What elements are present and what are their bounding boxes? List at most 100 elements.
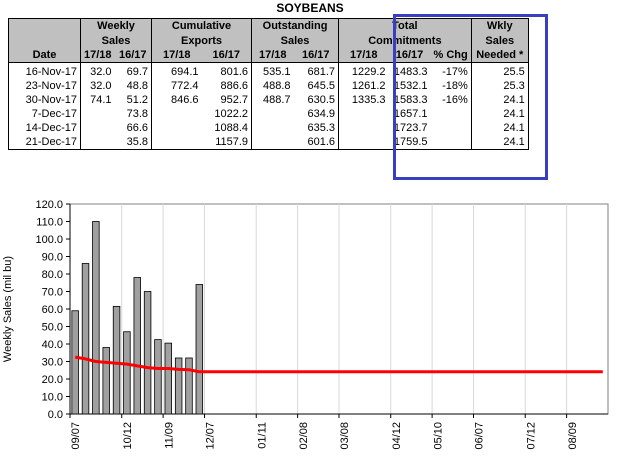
y-tick-label: 20.0	[42, 374, 63, 386]
cell-tc-b: 1723.7	[393, 122, 428, 134]
bar	[164, 342, 172, 415]
cell-ce-a	[151, 121, 202, 135]
y-tick-label: 60.0	[42, 304, 63, 316]
table-row: 30-Nov-17 74.1 51.2 846.6 952.7 488.7 630.5 133…	[8, 93, 529, 107]
header-outstanding-sales-2: Sales	[251, 34, 339, 48]
table-row: 7-Dec-17 73.8 1022.2 634.9 1657.1 24.1	[8, 107, 529, 121]
cell-need: 24.1	[470, 135, 529, 150]
cell-os-a: 488.7	[251, 93, 294, 107]
cell-ce-b: 1022.2	[214, 108, 249, 120]
cell-ws-b: 73.8	[126, 108, 149, 120]
cell-date: 7-Dec-17	[8, 107, 81, 121]
cell-os-b: 681.7	[307, 66, 336, 78]
header-wkly-sales-needed-1: Wkly	[470, 18, 529, 34]
bar	[154, 339, 162, 415]
table-row: 21-Dec-17 35.8 1157.9 601.6 1759.5 24.1	[8, 135, 529, 150]
cell-ws-a: 32.0	[79, 79, 115, 93]
cell-tc-a	[338, 107, 389, 121]
bar	[92, 221, 100, 415]
cell-os-b: 635.3	[307, 122, 336, 134]
subheader-cumulative-1718: 17/18	[151, 48, 202, 63]
weekly-sales-chart: 0.0 10.0 20.0 30.0 40.0 50.0 60.0 70.0 80.0 90.0 1…	[2, 199, 609, 450]
header-date-top	[8, 18, 81, 34]
x-tick-label: 09/07	[70, 422, 82, 450]
subheader-weekly-1617: 16/17	[114, 48, 152, 63]
bar	[123, 331, 131, 415]
x-tick-label: 02/08	[298, 422, 310, 450]
cell-ce-a: 694.1	[151, 62, 202, 79]
header-cumulative-exports-2: Exports	[151, 34, 252, 48]
header-outstanding-sales-1: Outstanding	[251, 18, 339, 34]
y-tick-label: 90.0	[42, 252, 63, 264]
cell-date: 14-Dec-17	[8, 121, 81, 135]
cell-ce-b: 1088.4	[214, 122, 249, 134]
header-cumulative-exports-1: Cumulative	[151, 18, 252, 34]
cell-need: 24.1	[470, 93, 529, 107]
cell-os-b: 645.5	[307, 80, 336, 92]
cell-chg: -16%	[442, 94, 468, 106]
header-total-commitments-2: Commitments	[338, 34, 472, 48]
y-axis-label: Weekly Sales (mil bu)	[2, 256, 14, 362]
table-row: 23-Nov-17 32.0 48.8 772.4 886.6 488.8 645.5 126…	[8, 79, 529, 93]
header-total-commitments-1: Total	[338, 18, 472, 34]
cell-os-b: 634.9	[307, 108, 336, 120]
cell-ws-a	[79, 107, 115, 121]
x-tick-label: 06/07	[474, 422, 486, 450]
x-tick-label: 11/09	[163, 422, 175, 449]
cell-tc-b: 1483.3	[393, 66, 428, 78]
cell-tc-a	[338, 135, 389, 150]
table-row: 14-Dec-17 66.6 1088.4 635.3 1723.7 24.1	[8, 121, 529, 135]
cell-ce-a: 846.6	[151, 93, 202, 107]
bar	[71, 310, 79, 415]
cell-tc-b: 1532.1	[393, 80, 428, 92]
x-tick-label: 05/10	[432, 422, 444, 450]
header-date-mid	[8, 34, 81, 48]
cell-date: 23-Nov-17	[8, 79, 81, 93]
cell-os-a: 488.8	[251, 79, 294, 93]
cell-tc-b: 1759.5	[388, 135, 431, 150]
cell-ws-b: 51.2	[126, 94, 149, 106]
y-tick-label: 0.0	[48, 409, 63, 421]
x-tick-label: 07/12	[525, 422, 537, 450]
cell-date: 16-Nov-17	[8, 62, 81, 79]
cell-tc-b: 1583.3	[393, 94, 428, 106]
bar	[195, 284, 204, 415]
cell-ws-a	[79, 121, 115, 135]
cell-ce-b: 886.6	[220, 80, 249, 92]
cell-need: 25.5	[470, 62, 529, 79]
subheader-cumulative-1617: 16/17	[201, 48, 252, 63]
x-tick-label: 04/12	[391, 422, 403, 450]
cell-date: 30-Nov-17	[8, 93, 81, 107]
sales-needed-line	[74, 355, 603, 374]
cell-os-a	[251, 121, 294, 135]
y-tick-label: 10.0	[42, 392, 63, 404]
subheader-outstanding-1617: 16/17	[293, 48, 339, 63]
cell-os-a: 535.1	[251, 62, 294, 79]
cell-ws-a	[79, 135, 115, 150]
bar	[174, 357, 183, 415]
cell-ws-b: 69.7	[126, 66, 149, 78]
cell-ws-a: 74.1	[79, 93, 115, 107]
cell-date: 21-Dec-17	[8, 135, 81, 150]
bar	[133, 277, 141, 415]
cell-os-a	[251, 135, 294, 150]
cell-need: 24.1	[470, 121, 529, 135]
bar	[112, 305, 121, 415]
cell-ws-b: 35.8	[114, 135, 152, 150]
table-row: 16-Nov-17 32.0 69.7 694.1 801.6 535.1 681.7 122…	[8, 62, 529, 79]
header-weekly-sales-1: Weekly	[79, 18, 152, 34]
cell-chg: -17%	[442, 66, 468, 78]
cell-tc-a: 1335.3	[338, 93, 389, 107]
cell-chg: -18%	[442, 80, 468, 92]
y-tick-label: 110.0	[36, 217, 63, 229]
y-tick-label: 50.0	[42, 322, 63, 334]
header-weekly-sales-2: Sales	[79, 34, 152, 48]
header-wkly-sales-needed-2: Sales	[470, 34, 529, 48]
y-tick-label: 40.0	[42, 339, 63, 351]
subheader-weekly-1718: 17/18	[79, 48, 115, 63]
x-tick-label: 10/12	[122, 422, 134, 450]
header-wkly-sales-needed-3: Needed *	[470, 48, 529, 63]
subheader-outstanding-1718: 17/18	[251, 48, 294, 63]
cell-ce-b: 1157.9	[201, 135, 252, 150]
total-commitments-highlight-box	[393, 14, 548, 180]
